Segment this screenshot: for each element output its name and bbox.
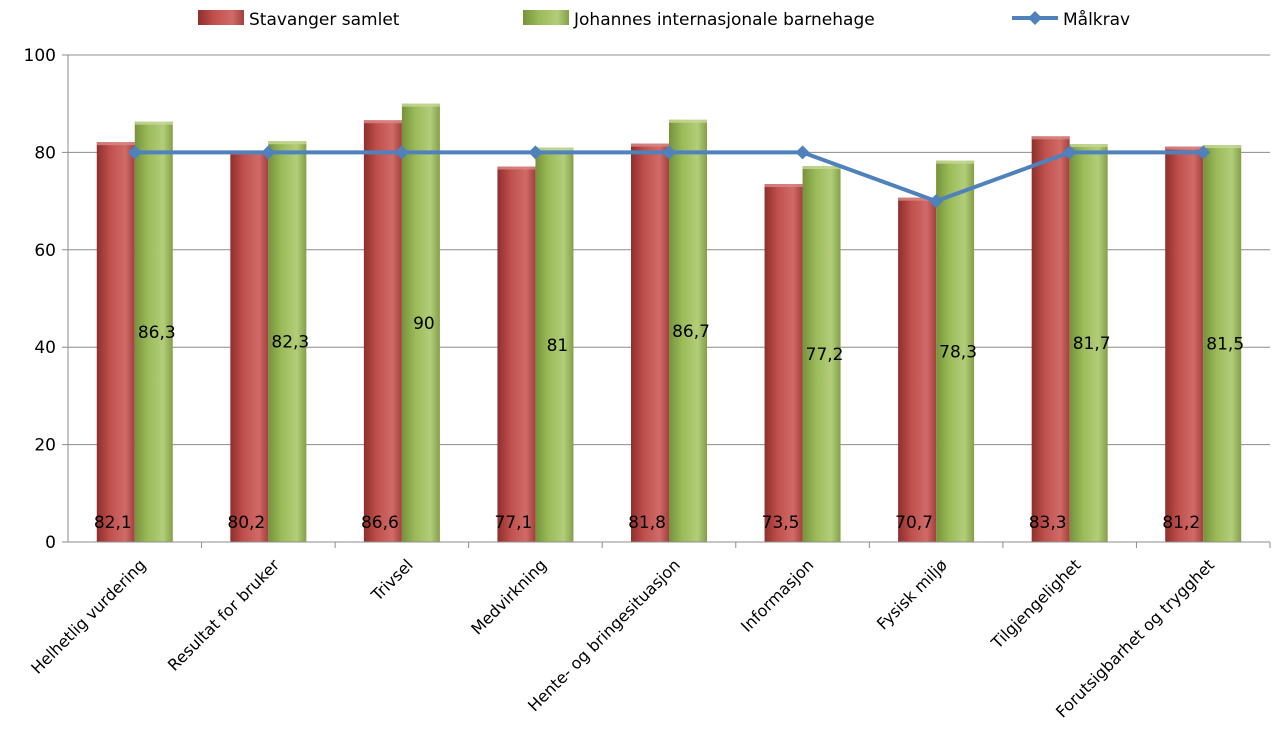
point-m-lkrav-fysisk-milj	[929, 194, 944, 209]
data-labels: 82,1 86,3 80,2 82,3 86,6 90 77,1 81 81,8 86,7 73,5…	[94, 314, 1244, 533]
bar-top-stavanger-samlet-helhetlig-vurdering	[96, 142, 135, 146]
legend-label-m-lkrav: Målkrav	[1063, 9, 1130, 30]
x-tick-label-fysisk-milj: Fysisk miljø	[873, 555, 951, 633]
x-tick-label-hente-og-bringesituasjon: Hente- og bringesituasjon	[524, 555, 684, 715]
x-tick-label-forutsigbarhet-og-trygghet: Forutsigbarhet og trygghet	[1052, 555, 1218, 721]
data-label-johannes-internasjonale-barnehage-helhetlig-vurdering: 86,3	[138, 323, 176, 343]
data-label-johannes-internasjonale-barnehage-resultat-for-bruker: 82,3	[271, 333, 309, 353]
data-label-johannes-internasjonale-barnehage-fysisk-milj: 78,3	[939, 342, 977, 362]
bar-johannes-internasjonale-barnehage-medvirkning	[535, 147, 574, 542]
bar-stavanger-samlet-hente-og-bringesituasjon	[631, 143, 669, 542]
bars	[96, 103, 1242, 543]
legend-marker-m-lkrav	[1028, 11, 1042, 25]
data-label-johannes-internasjonale-barnehage-forutsigbarhet-og-trygghet: 81,5	[1206, 335, 1244, 355]
data-label-stavanger-samlet-helhetlig-vurdering: 82,1	[94, 513, 132, 533]
bar-stavanger-samlet-medvirkning	[497, 166, 536, 542]
legend: Stavanger samlet Johannes internasjonale …	[198, 9, 1130, 30]
bar-johannes-internasjonale-barnehage-forutsigbarhet-og-trygghet	[1203, 145, 1242, 542]
bar-top-johannes-internasjonale-barnehage-helhetlig-vurdering	[134, 121, 173, 125]
data-label-johannes-internasjonale-barnehage-tilgjengelighet: 81,7	[1073, 334, 1111, 354]
point-m-lkrav-forutsigbarhet-og-trygghet	[1196, 145, 1211, 160]
bar-johannes-internasjonale-barnehage-hente-og-bringesituasjon	[669, 119, 707, 543]
data-label-stavanger-samlet-informasjon: 73,5	[762, 513, 800, 533]
bar-top-stavanger-samlet-medvirkning	[497, 166, 536, 170]
y-tick-label-0: 0	[45, 533, 56, 553]
bar-top-stavanger-samlet-trivsel	[363, 120, 402, 124]
point-m-lkrav-medvirkning	[528, 145, 543, 160]
bar-top-stavanger-samlet-forutsigbarhet-og-trygghet	[1165, 146, 1204, 150]
bar-top-johannes-internasjonale-barnehage-resultat-for-bruker	[268, 141, 307, 145]
data-label-johannes-internasjonale-barnehage-trivsel: 90	[413, 314, 435, 334]
y-tick-label-20: 20	[34, 436, 56, 456]
data-label-johannes-internasjonale-barnehage-informasjon: 77,2	[806, 345, 844, 365]
bar-johannes-internasjonale-barnehage-trivsel	[401, 103, 440, 542]
x-tick-label-resultat-for-bruker: Resultat for bruker	[164, 555, 284, 675]
bar-johannes-internasjonale-barnehage-resultat-for-bruker	[268, 141, 307, 542]
bar-johannes-internasjonale-barnehage-tilgjengelighet	[1069, 144, 1108, 542]
bar-stavanger-samlet-informasjon	[764, 184, 803, 542]
data-label-stavanger-samlet-resultat-for-bruker: 80,2	[227, 513, 265, 533]
bar-stavanger-samlet-forutsigbarhet-og-trygghet	[1165, 146, 1204, 542]
bar-stavanger-samlet-fysisk-milj	[898, 197, 937, 543]
data-label-johannes-internasjonale-barnehage-hente-og-bringesituasjon: 86,7	[672, 322, 710, 342]
data-label-stavanger-samlet-trivsel: 86,6	[361, 513, 399, 533]
x-tick-label-medvirkning: Medvirkning	[467, 555, 550, 638]
bar-top-stavanger-samlet-informasjon	[764, 184, 803, 188]
y-tick-label-40: 40	[34, 338, 56, 358]
data-label-stavanger-samlet-medvirkning: 77,1	[495, 513, 533, 533]
x-tick-label-trivsel: Trivsel	[367, 555, 417, 605]
bar-johannes-internasjonale-barnehage-informasjon	[802, 166, 841, 542]
point-m-lkrav-resultat-for-bruker	[261, 145, 276, 160]
data-label-johannes-internasjonale-barnehage-medvirkning: 81	[547, 336, 569, 356]
legend-swatch-stavanger-samlet	[198, 10, 244, 25]
x-tick-label-informasjon: Informasjon	[737, 555, 817, 635]
bar-stavanger-samlet-trivsel	[363, 120, 402, 543]
data-label-stavanger-samlet-fysisk-milj: 70,7	[895, 513, 933, 533]
bar-top-stavanger-samlet-fysisk-milj	[898, 197, 937, 201]
y-tick-label-100: 100	[24, 46, 56, 66]
data-label-stavanger-samlet-forutsigbarhet-og-trygghet: 81,2	[1162, 513, 1200, 533]
x-tick-label-helhetlig-vurdering: Helhetlig vurdering	[27, 555, 149, 677]
legend-label-stavanger-samlet: Stavanger samlet	[249, 10, 400, 30]
bar-top-johannes-internasjonale-barnehage-fysisk-milj	[936, 160, 975, 164]
point-m-lkrav-helhetlig-vurdering	[127, 145, 142, 160]
x-tick-label-tilgjengelighet: Tilgjengelighet	[987, 555, 1085, 653]
x-axis: Helhetlig vurdering Resultat for bruker Tr…	[27, 541, 1271, 721]
y-axis: 0 20 40 60 80 100	[24, 46, 69, 553]
bar-stavanger-samlet-tilgjengelighet	[1031, 136, 1070, 543]
bar-top-johannes-internasjonale-barnehage-trivsel	[401, 103, 440, 107]
bar-top-johannes-internasjonale-barnehage-medvirkning	[535, 147, 574, 151]
point-m-lkrav-informasjon	[795, 145, 810, 160]
bar-johannes-internasjonale-barnehage-fysisk-milj	[936, 160, 975, 542]
point-m-lkrav-hente-og-bringesituasjon	[662, 145, 676, 160]
bar-top-johannes-internasjonale-barnehage-informasjon	[802, 166, 841, 170]
bar-johannes-internasjonale-barnehage-helhetlig-vurdering	[134, 121, 173, 543]
y-tick-label-60: 60	[34, 241, 56, 261]
malkrav-line	[127, 145, 1211, 209]
legend-swatch-johannes-internasjonale-barnehage	[523, 10, 569, 25]
bar-top-stavanger-samlet-tilgjengelighet	[1031, 136, 1070, 140]
point-m-lkrav-tilgjengelighet	[1062, 145, 1077, 160]
bar-stavanger-samlet-helhetlig-vurdering	[96, 142, 135, 542]
data-label-stavanger-samlet-tilgjengelighet: 83,3	[1029, 513, 1067, 533]
point-m-lkrav-trivsel	[394, 145, 409, 160]
bar-top-johannes-internasjonale-barnehage-hente-og-bringesituasjon	[669, 119, 707, 123]
y-tick-label-80: 80	[34, 143, 56, 163]
data-label-stavanger-samlet-hente-og-bringesituasjon: 81,8	[628, 513, 666, 533]
bar-top-stavanger-samlet-hente-og-bringesituasjon	[631, 143, 669, 147]
legend-label-johannes-internasjonale-barnehage: Johannes internasjonale barnehage	[573, 10, 875, 30]
bar-stavanger-samlet-resultat-for-bruker	[230, 151, 269, 542]
bar-top-johannes-internasjonale-barnehage-forutsigbarhet-og-trygghet	[1203, 145, 1242, 149]
bar-top-johannes-internasjonale-barnehage-tilgjengelighet	[1069, 144, 1108, 148]
